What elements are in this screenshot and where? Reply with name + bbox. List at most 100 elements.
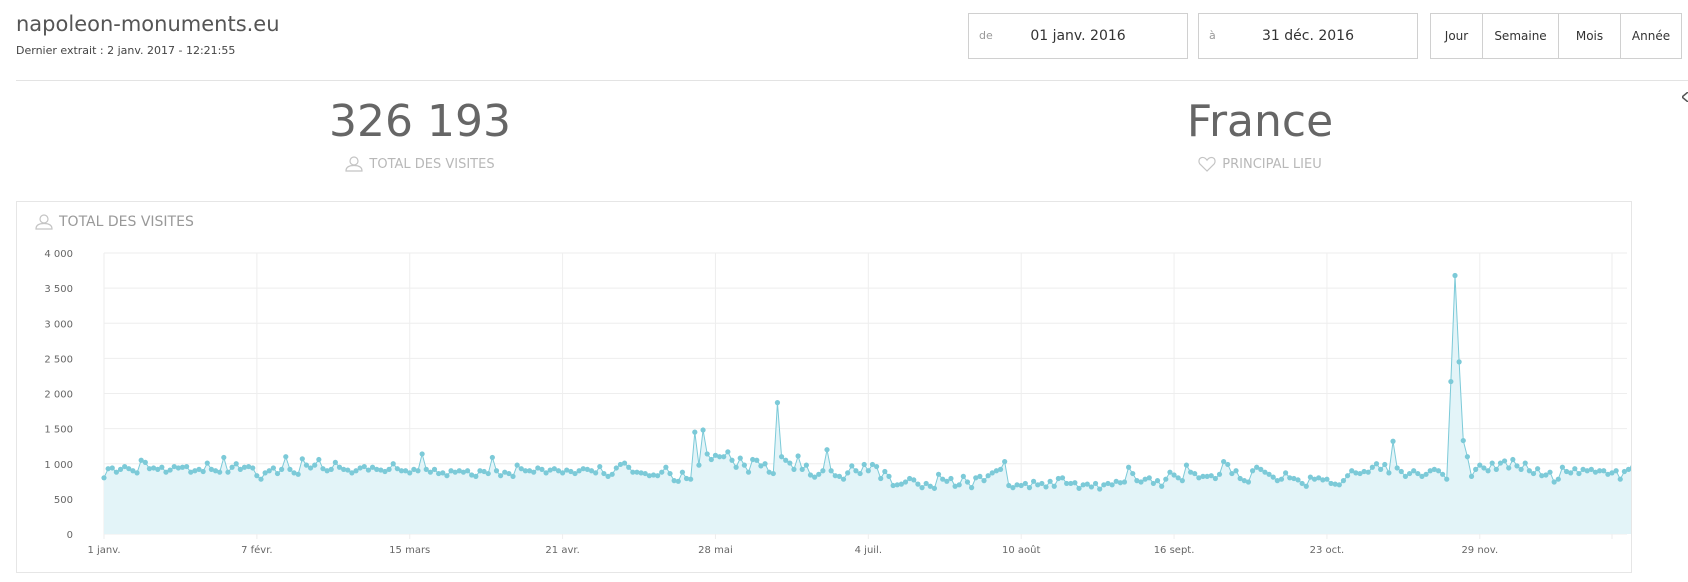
data-point	[303, 462, 310, 468]
data-point	[1105, 480, 1111, 487]
data-point	[650, 472, 657, 478]
data-point	[1493, 466, 1499, 472]
y-tick-label: 1 000	[44, 460, 73, 471]
data-point	[750, 456, 756, 463]
data-point	[312, 462, 318, 468]
data-point	[336, 464, 343, 470]
data-point	[923, 480, 929, 487]
data-point	[1142, 476, 1148, 482]
data-point	[931, 485, 938, 491]
data-point	[274, 470, 281, 477]
data-point	[1588, 466, 1594, 472]
data-point	[324, 468, 330, 474]
data-point	[1448, 378, 1454, 385]
data-point	[873, 463, 880, 470]
data-point	[1274, 478, 1280, 484]
data-point	[613, 465, 619, 471]
data-point	[1609, 470, 1615, 476]
data-point	[1539, 473, 1545, 479]
data-point	[473, 473, 479, 479]
data-point	[857, 470, 863, 477]
data-point	[469, 472, 475, 478]
data-point	[1563, 468, 1570, 475]
data-point	[1303, 483, 1309, 489]
data-point	[1630, 465, 1631, 470]
data-point	[270, 465, 276, 471]
data-point	[1254, 464, 1260, 470]
data-point	[576, 468, 582, 474]
data-point	[192, 468, 198, 474]
data-point	[766, 469, 772, 475]
date-from-field[interactable]: de 01 janv. 2016	[968, 13, 1188, 59]
data-point	[415, 468, 421, 474]
data-point	[250, 465, 256, 471]
data-point	[1295, 477, 1301, 483]
data-point	[1117, 480, 1123, 486]
date-to-field[interactable]: à 31 déc. 2016	[1198, 13, 1418, 59]
data-point	[973, 475, 979, 481]
data-point	[1514, 463, 1520, 469]
y-tick-label: 4 000	[44, 249, 73, 260]
period-year-button[interactable]: Année	[1631, 29, 1671, 43]
series-line	[103, 275, 1631, 490]
data-point	[456, 468, 462, 474]
data-point	[824, 447, 830, 453]
period-month-button[interactable]: Mois	[1559, 14, 1621, 58]
data-point	[217, 469, 223, 475]
data-point	[721, 454, 727, 460]
data-point	[1299, 480, 1305, 487]
y-tick-label: 1 500	[44, 425, 73, 436]
data-point	[783, 457, 789, 463]
period-day-button[interactable]: Jour	[1431, 14, 1483, 58]
data-point	[1200, 473, 1206, 479]
data-point	[832, 473, 838, 479]
data-point	[799, 466, 805, 472]
data-point	[960, 473, 966, 479]
data-point	[506, 470, 512, 477]
data-point	[444, 473, 450, 479]
chart-title: TOTAL DES VISITES	[59, 214, 194, 230]
date-to-label: à	[1209, 29, 1216, 42]
data-point	[526, 468, 533, 474]
data-point	[1489, 460, 1495, 466]
data-point	[985, 473, 991, 479]
user-icon	[35, 214, 53, 230]
data-point	[287, 466, 293, 472]
data-point	[1245, 479, 1252, 485]
data-point	[1547, 469, 1553, 475]
data-point	[1208, 473, 1214, 479]
scroll-indicator-icon[interactable]	[1682, 92, 1688, 102]
date-to-value[interactable]: 31 déc. 2016	[1262, 28, 1354, 44]
data-point	[898, 481, 904, 487]
data-point	[621, 460, 628, 466]
data-point	[1022, 480, 1028, 487]
data-point	[493, 468, 500, 474]
data-point	[1353, 470, 1359, 476]
data-point	[1080, 482, 1086, 488]
date-from-value[interactable]: 01 janv. 2016	[1030, 28, 1126, 44]
data-point	[1592, 469, 1599, 475]
data-point	[155, 466, 161, 472]
x-tick-label: 4 juil.	[855, 545, 882, 556]
data-point	[993, 468, 1000, 474]
data-point	[1485, 468, 1491, 474]
data-point	[1460, 437, 1466, 444]
data-point	[266, 468, 272, 474]
period-selector: Jour Semaine Mois Année	[1430, 13, 1682, 59]
x-tick-label: 10 août	[1002, 544, 1040, 556]
period-week-button[interactable]: Semaine	[1483, 14, 1559, 58]
data-point	[1340, 478, 1347, 484]
data-point	[1051, 483, 1057, 489]
data-point	[1613, 468, 1619, 474]
visits-chart[interactable]: 0 500 1 000 1 500 2 000 2 500 3 000 3 500 4 000 1…	[17, 202, 1631, 572]
data-point	[969, 485, 975, 491]
data-point	[407, 470, 413, 476]
data-point	[1035, 482, 1041, 488]
data-point	[638, 470, 644, 476]
data-point	[1171, 472, 1177, 478]
data-point	[328, 466, 334, 472]
data-point	[1109, 482, 1115, 488]
data-point	[184, 463, 190, 470]
data-point	[1406, 470, 1413, 477]
data-point	[1535, 466, 1541, 472]
